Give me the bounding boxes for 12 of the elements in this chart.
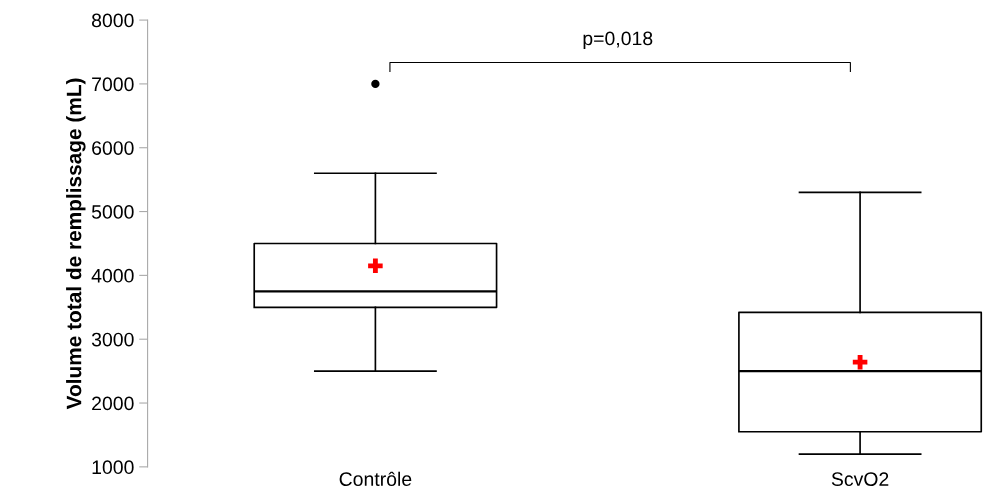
y-tick-label: 8000 bbox=[91, 13, 134, 28]
y-tick-label: 1000 bbox=[92, 460, 134, 475]
y-tick-label: 7000 bbox=[92, 77, 134, 92]
x-tick-label: ScvO2 bbox=[831, 472, 889, 486]
annotation: p=0,018 bbox=[583, 31, 653, 50]
y-tick-label: 6000 bbox=[92, 141, 134, 155]
y-tick-label: 4000 bbox=[91, 268, 134, 283]
y-axis-title: Volume total de remplissage (mL) bbox=[66, 78, 86, 410]
y-tick-label: 2000 bbox=[92, 396, 134, 411]
x-tick-label: Contrôle bbox=[339, 471, 412, 486]
y-tick-label: 5000 bbox=[91, 205, 134, 219]
y-tick-label: 3000 bbox=[91, 332, 134, 347]
